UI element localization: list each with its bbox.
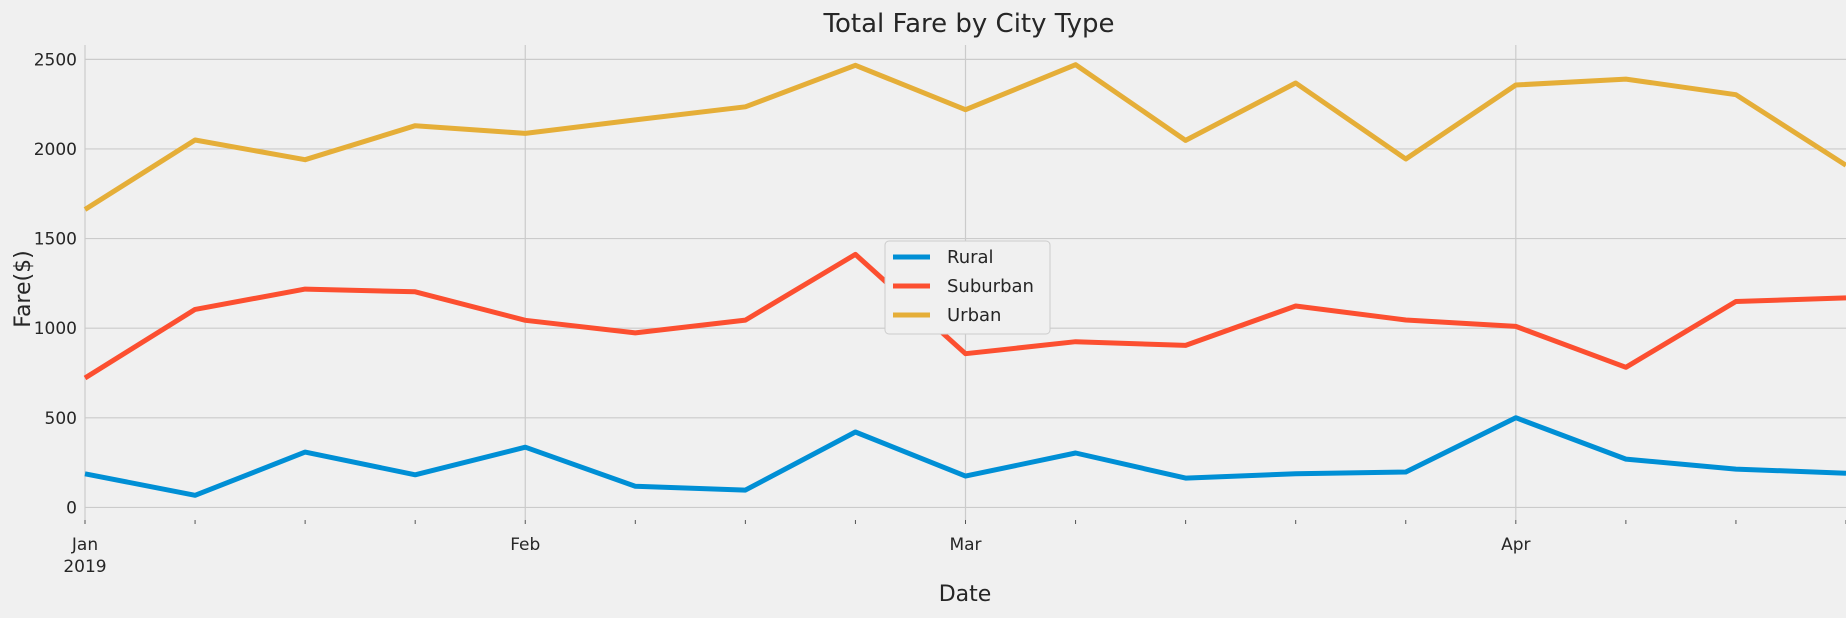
x-tick-label: Apr <box>1501 535 1530 555</box>
series-lines <box>83 62 1846 498</box>
series-line-suburban <box>83 251 1846 381</box>
y-axis-ticks: 0 500 1000 1500 2000 2500 <box>34 50 77 518</box>
legend-box <box>884 240 1051 335</box>
y-tick-label: 1500 <box>34 230 77 250</box>
x-tick-label: Jan <box>71 535 98 555</box>
legend: Rural Suburban Urban <box>884 240 1051 335</box>
y-axis-label: Fare($) <box>11 250 36 327</box>
y-tick-label: 0 <box>66 498 77 518</box>
y-tick-label: 500 <box>45 409 77 429</box>
x-tick-label: Mar <box>949 535 981 555</box>
y-tick-label: 2000 <box>34 140 77 160</box>
legend-label-suburban: Suburban <box>947 276 1034 297</box>
y-tick-label: 1000 <box>34 319 77 339</box>
legend-label-rural: Rural <box>947 247 994 268</box>
x-tick-sublabel: 2019 <box>63 557 106 577</box>
legend-label-urban: Urban <box>947 305 1001 326</box>
chart-title: Total Fare by City Type <box>823 9 1115 39</box>
x-axis-label: Date <box>939 582 992 607</box>
x-tick-label: Feb <box>510 535 540 555</box>
y-tick-label: 2500 <box>34 50 77 70</box>
series-line-urban <box>83 62 1846 212</box>
series-line-rural <box>84 415 1846 498</box>
